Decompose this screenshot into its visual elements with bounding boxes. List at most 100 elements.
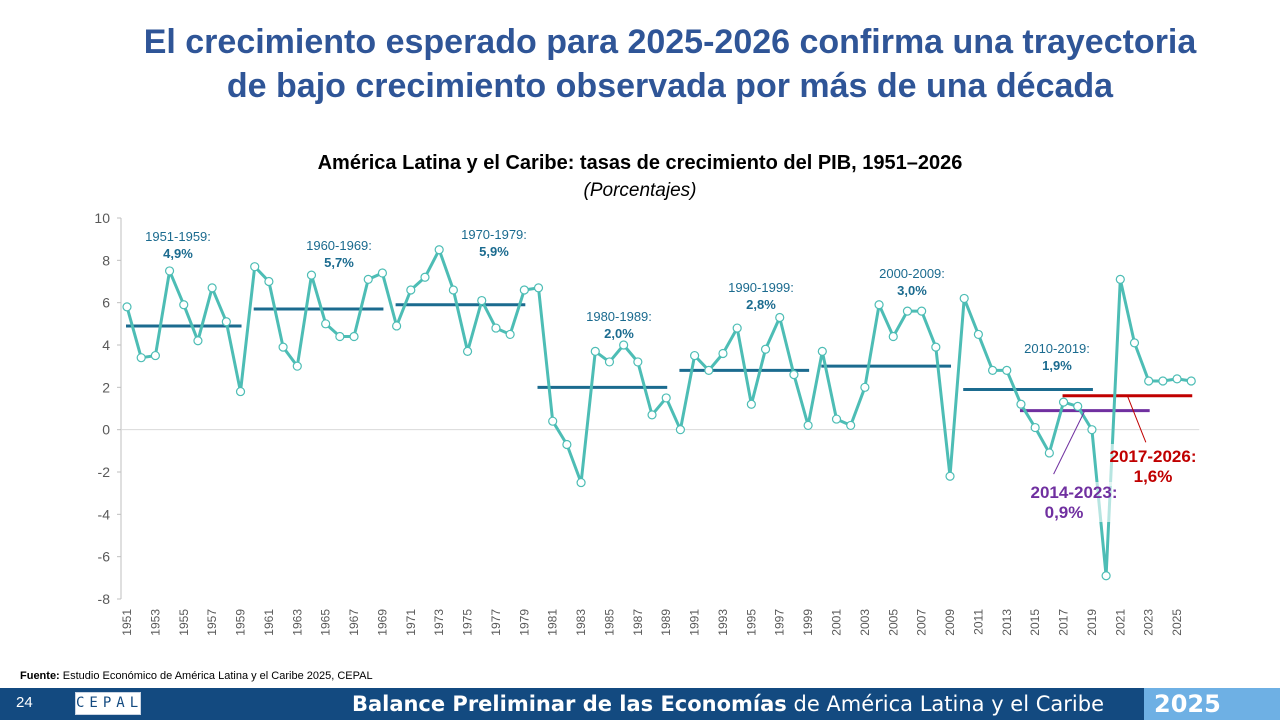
x-tick-label: 1995 [744,609,758,636]
decade-label-value: 2,0% [604,326,634,341]
data-point [647,410,657,420]
data-point [675,425,686,435]
x-tick-label: 1975 [461,609,475,636]
slide-title-line-1: El crecimiento esperado para 2025-2026 c… [143,23,1197,61]
data-point [1002,365,1012,375]
data-point [1087,425,1097,435]
decade-label-period: 1951-1959: [145,229,211,244]
data-point [917,306,927,316]
data-point [987,365,998,375]
publication-title: Balance Preliminar de las Economías de A… [352,692,1104,716]
x-tick-label: 1987 [631,609,645,636]
data-point [803,420,813,431]
x-tick-label: 2005 [886,609,900,636]
x-tick-label: 2013 [1000,609,1014,636]
data-point [1144,376,1154,386]
leader-line-2017-2026 [1126,395,1147,443]
y-tick-label: 10 [94,210,110,226]
cepal-logo: CEPAL [75,692,141,715]
data-point [633,357,643,367]
data-point [1058,397,1069,407]
data-point [860,382,870,392]
data-point [179,300,189,310]
data-point [931,342,941,352]
data-point [704,365,714,375]
label-2014-2023-period: 2014-2023: [1031,483,1118,502]
data-point [221,317,231,327]
data-point [122,302,132,312]
y-tick-label: 2 [102,379,110,395]
data-point [1129,338,1140,348]
label-2017-2026-value: 1,6% [1134,467,1173,486]
data-point [775,312,785,323]
data-point [959,293,969,304]
x-tick-label: 1991 [688,609,702,636]
data-point [661,393,671,403]
data-point [292,361,302,371]
data-point [789,370,799,380]
x-tick-label: 1971 [404,609,418,636]
data-point [1030,422,1040,433]
data-point [945,471,955,481]
slide-title: El crecimiento esperado para 2025-2026 c… [60,20,1280,108]
decade-label-period: 1960-1969: [306,238,372,253]
x-tick-label: 1963 [290,609,304,636]
data-point [760,344,771,354]
leader-line-2014-2023 [1053,410,1086,475]
x-tick-label: 1997 [773,609,787,636]
data-point [349,331,359,342]
data-point [363,274,373,284]
label-2017-2026-period: 2017-2026: [1110,447,1197,466]
x-tick-label: 2009 [943,609,957,636]
y-tick-label: 6 [102,295,110,311]
data-point [1158,376,1168,386]
data-point [576,477,586,488]
data-point [392,321,402,331]
data-point [235,386,246,397]
x-tick-label: 2023 [1142,609,1156,636]
x-tick-label: 2021 [1113,609,1127,636]
x-tick-label: 1965 [319,609,333,636]
x-tick-label: 1953 [148,609,162,636]
x-tick-label: 1967 [347,609,361,636]
data-point [1172,374,1182,384]
label-background-2017-2026 [1103,444,1203,486]
y-tick-label: 4 [102,337,110,353]
decade-label-value: 5,7% [324,255,354,270]
data-point [874,300,884,310]
label-background-2014-2023 [1005,482,1145,522]
data-point [264,276,274,287]
publication-title-bold: Balance Preliminar de las Economías [351,692,787,716]
data-point [150,350,160,361]
data-point [1016,399,1026,409]
data-point [278,342,288,352]
page-number: 24 [16,694,33,711]
data-point [306,270,317,280]
decade-label-value: 2,8% [746,297,776,312]
source-label: Fuente: [20,670,60,682]
decade-label-period: 2010-2019: [1024,341,1090,356]
decade-label-period: 2000-2009: [879,266,945,281]
data-point [689,350,700,361]
x-tick-label: 1961 [262,609,276,636]
x-tick-label: 2017 [1057,609,1071,636]
x-tick-label: 1973 [432,609,446,636]
decade-label-value: 5,9% [479,244,509,259]
data-point [732,323,742,333]
source-note: Fuente: Estudio Económico de América Lat… [20,670,373,682]
data-point [831,414,842,424]
chart-subtitle: (Porcentajes) [583,180,697,201]
data-point [462,346,473,356]
x-tick-label: 1951 [120,609,134,636]
data-point [505,329,515,340]
decade-label-value: 1,9% [1042,358,1072,373]
data-point [619,340,629,350]
data-point [164,266,175,276]
x-tick-label: 2011 [971,609,985,635]
x-tick-label: 1981 [546,609,560,636]
data-point [420,272,430,282]
x-tick-label: 1999 [801,609,815,636]
year-badge: 2025 [1144,688,1280,720]
decade-label-period: 1970-1979: [461,227,527,242]
data-point [846,420,856,431]
